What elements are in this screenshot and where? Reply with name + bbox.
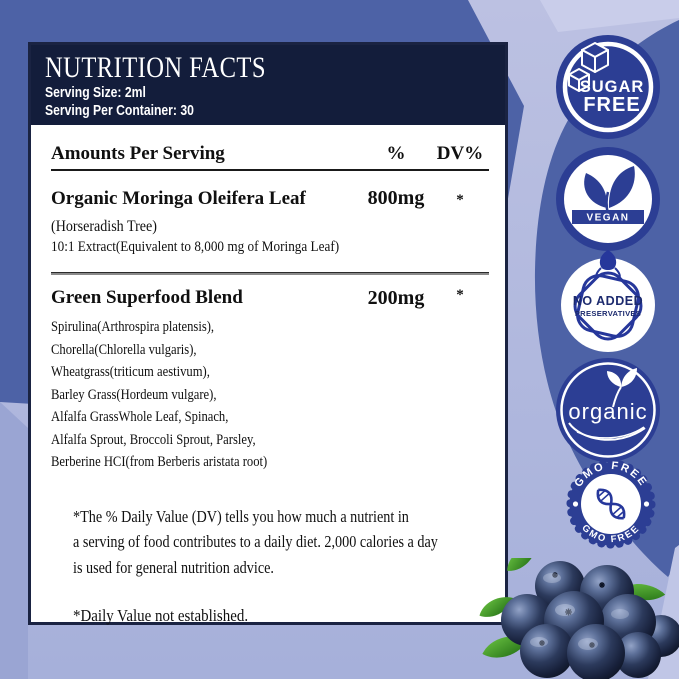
- nutrition-facts-panel: NUTRITION FACTS Serving Size: 2ml Servin…: [28, 42, 508, 625]
- disclaimer-line: a serving of food contributes to a daily…: [73, 532, 438, 552]
- sugar-cubes-icon: [568, 42, 609, 92]
- moringa-subtitle: (Horseradish Tree): [51, 218, 157, 235]
- sugar-free-badge: SUGAR FREE: [556, 35, 660, 139]
- ingredient-list: Spirulina(Arthrospira platensis), Chorel…: [51, 316, 419, 474]
- label-body: Amounts Per Serving % DV% Organic Moring…: [31, 125, 505, 626]
- ingredient-line: Wheatgrass(triticum aestivum),: [51, 364, 210, 380]
- vegan-badge: VEGAN: [556, 147, 660, 251]
- moringa-row: Organic Moringa Oleifera Leaf 800mg *: [51, 187, 489, 210]
- berry-cluster: [501, 561, 679, 679]
- label-header: NUTRITION FACTS Serving Size: 2ml Servin…: [31, 45, 505, 125]
- background-corner-light: [540, 0, 679, 32]
- sprout-icon: [607, 368, 637, 408]
- organic-badge: organic: [556, 358, 660, 462]
- ingredient-line: Spirulina(Arthrospira platensis),: [51, 319, 215, 335]
- moringa-amount: 800mg: [367, 187, 425, 209]
- no-added-text: NO ADDED: [573, 294, 643, 308]
- no-preservatives-badge: NO ADDED PRESERVATIVES: [561, 250, 655, 352]
- ingredient-line: Barley Grass(Hordeum vulgare),: [51, 386, 217, 403]
- blend-dv: *: [456, 287, 464, 303]
- dv-header: DV%: [436, 143, 484, 164]
- moringa-dv: *: [456, 192, 464, 208]
- organic-text: organic: [568, 399, 647, 424]
- sugar-free-text-2: FREE: [583, 94, 640, 116]
- serving-size: Serving Size: 2ml: [45, 84, 146, 101]
- daily-value-footnote: *Daily Value not established.: [73, 606, 249, 626]
- disclaimer-line: *The % Daily Value (DV) tells you how mu…: [73, 506, 409, 526]
- disclaimer-line: is used for general nutrition advice.: [73, 557, 274, 577]
- blueberries-image: [479, 558, 679, 679]
- ingredient-line: Alfalfa Sprout, Broccoli Sprout, Parsley…: [51, 431, 256, 448]
- label-title: NUTRITION FACTS: [45, 51, 266, 84]
- amounts-per-serving-header: Amounts Per Serving: [51, 143, 225, 164]
- background-left-strip: [0, 402, 28, 679]
- gmo-free-badge: GMO FREE GMO FREE: [566, 459, 656, 549]
- moringa-extract: 10:1 Extract(Equivalent to 8,000 mg of M…: [51, 239, 340, 255]
- ingredient-line: Berberine HCI(from Berberis aristata roo…: [51, 454, 268, 470]
- percent-header: %: [386, 143, 406, 164]
- berry-calyx: [539, 572, 605, 648]
- table-header-row: Amounts Per Serving % DV%: [51, 143, 489, 171]
- dna-icon: [596, 488, 626, 520]
- serving-per-container: Serving Per Container: 30: [45, 103, 194, 120]
- blend-amount: 200mg: [367, 287, 425, 309]
- ingredient-line: Alfalfa GrassWhole Leaf, Spinach,: [51, 409, 229, 425]
- blend-name: Green Superfood Blend: [51, 287, 243, 308]
- sugar-free-text-1: SUGAR: [580, 78, 645, 96]
- ingredient-line: Chorella(Chlorella vulgaris),: [51, 341, 197, 358]
- vegan-text: VEGAN: [586, 213, 629, 224]
- leaf-underline-icon: [568, 422, 646, 441]
- moringa-name: Organic Moringa Oleifera Leaf: [51, 188, 306, 209]
- section-divider: [51, 272, 489, 275]
- preservatives-text: PRESERVATIVES: [575, 309, 641, 318]
- blend-row: Green Superfood Blend 200mg *: [51, 287, 489, 310]
- daily-value-disclaimer: *The % Daily Value (DV) tells you how mu…: [73, 504, 438, 581]
